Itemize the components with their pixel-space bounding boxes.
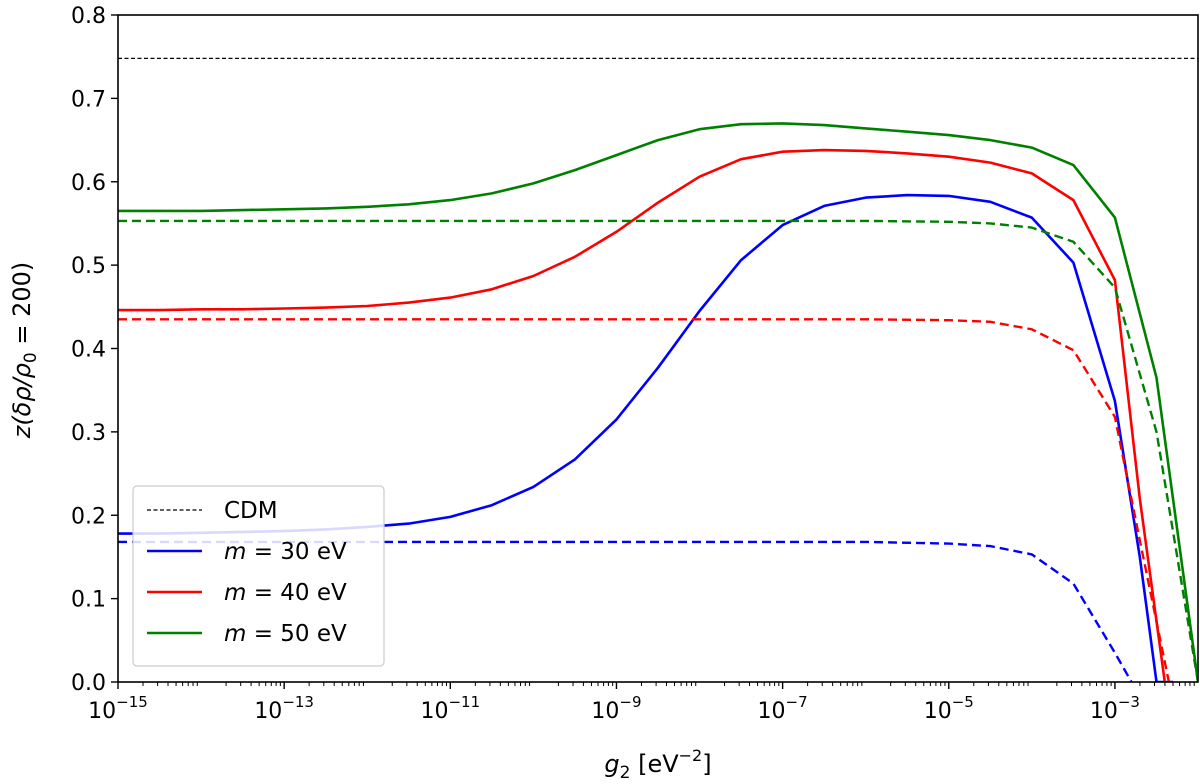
x-tick-label: 10−13 [254, 693, 314, 724]
y-tick-label: 0.3 [71, 421, 106, 446]
series-line-m-40-ev-dashed- [118, 318, 1171, 682]
x-tick-label: 10−15 [88, 693, 148, 724]
y-tick-label: 0.4 [71, 338, 106, 363]
y-tick-label: 0.5 [71, 254, 106, 279]
legend-label-m40: m = 40 eV [224, 580, 347, 606]
y-tick-label: 0.8 [71, 4, 106, 29]
legend-box [132, 485, 385, 667]
x-axis-title: g2 [eV−2] [604, 746, 711, 783]
x-axis: 10−15 10−13 10−11 10−9 10−7 10−5 10−3 [88, 682, 1195, 724]
y-tick-label: 0.1 [71, 588, 106, 613]
series-line-m-50-ev [118, 122, 1198, 682]
legend-sym-m50: m [224, 621, 246, 647]
x-tick-label: 10−7 [758, 693, 808, 724]
y-tick-label: 0.7 [71, 87, 106, 112]
x-tick-label: 10−9 [591, 693, 641, 724]
legend-sym-m40: m [224, 580, 246, 606]
x-axis-close: ] [702, 750, 711, 778]
y-tick-label: 0.0 [71, 671, 106, 696]
y-axis-post: = 200) [8, 262, 36, 353]
y-axis-subscript: 0 [21, 352, 41, 363]
legend-sym-m30: m [224, 539, 246, 565]
series-line-m-30-ev-dashed- [118, 540, 1133, 682]
legend: CDM m = 30 eV m = 40 eV m = 50 eV [132, 485, 385, 667]
legend-label-cdm: CDM [224, 498, 278, 524]
y-tick-label: 0.2 [71, 504, 106, 529]
legend-val-m50: = 50 eV [246, 621, 347, 647]
legend-val-m40: = 40 eV [246, 580, 347, 606]
legend-label-m30: m = 30 eV [224, 539, 347, 565]
x-axis-subscript: 2 [620, 763, 631, 783]
y-axis-title: z(δρ/ρ0 = 200) [8, 262, 41, 440]
x-tick-label: 10−5 [924, 693, 974, 724]
y-axis: 0.0 0.1 0.2 0.3 0.4 0.5 0.6 0.7 0.8 [71, 4, 118, 696]
x-axis-superscript: −2 [679, 746, 703, 765]
x-axis-symbol: g [604, 750, 619, 778]
x-tick-label: 10−11 [420, 693, 480, 724]
y-axis-pre: z(δρ/ρ [8, 363, 36, 439]
legend-label-m50: m = 50 eV [224, 621, 347, 647]
series-line-m-40-ev [118, 148, 1167, 682]
legend-val-m30: = 30 eV [246, 539, 347, 565]
x-axis-unit: [eV [630, 750, 679, 778]
y-tick-label: 0.6 [71, 171, 106, 196]
x-tick-label: 10−3 [1090, 693, 1140, 724]
series-line-m-50-ev-dashed- [118, 219, 1198, 682]
